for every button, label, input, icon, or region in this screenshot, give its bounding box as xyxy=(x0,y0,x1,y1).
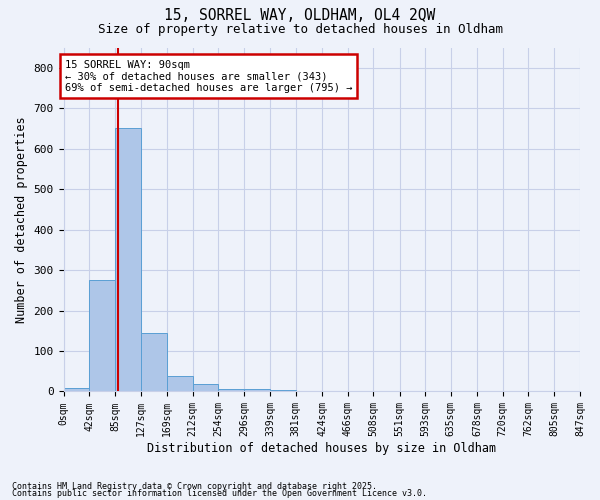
Y-axis label: Number of detached properties: Number of detached properties xyxy=(15,116,28,323)
Bar xyxy=(167,376,193,392)
Bar xyxy=(244,390,270,392)
Bar xyxy=(270,390,296,392)
Text: Contains HM Land Registry data © Crown copyright and database right 2025.: Contains HM Land Registry data © Crown c… xyxy=(12,482,377,491)
Bar xyxy=(115,128,141,392)
Bar xyxy=(218,390,244,392)
Text: 15, SORREL WAY, OLDHAM, OL4 2QW: 15, SORREL WAY, OLDHAM, OL4 2QW xyxy=(164,8,436,22)
Text: Size of property relative to detached houses in Oldham: Size of property relative to detached ho… xyxy=(97,22,503,36)
Bar xyxy=(89,280,115,392)
Bar xyxy=(322,390,347,392)
Bar xyxy=(193,384,218,392)
Text: Contains public sector information licensed under the Open Government Licence v3: Contains public sector information licen… xyxy=(12,490,427,498)
Text: 15 SORREL WAY: 90sqm
← 30% of detached houses are smaller (343)
69% of semi-deta: 15 SORREL WAY: 90sqm ← 30% of detached h… xyxy=(65,60,352,93)
X-axis label: Distribution of detached houses by size in Oldham: Distribution of detached houses by size … xyxy=(147,442,496,455)
Bar xyxy=(141,333,167,392)
Bar xyxy=(64,388,89,392)
Bar xyxy=(296,390,322,392)
